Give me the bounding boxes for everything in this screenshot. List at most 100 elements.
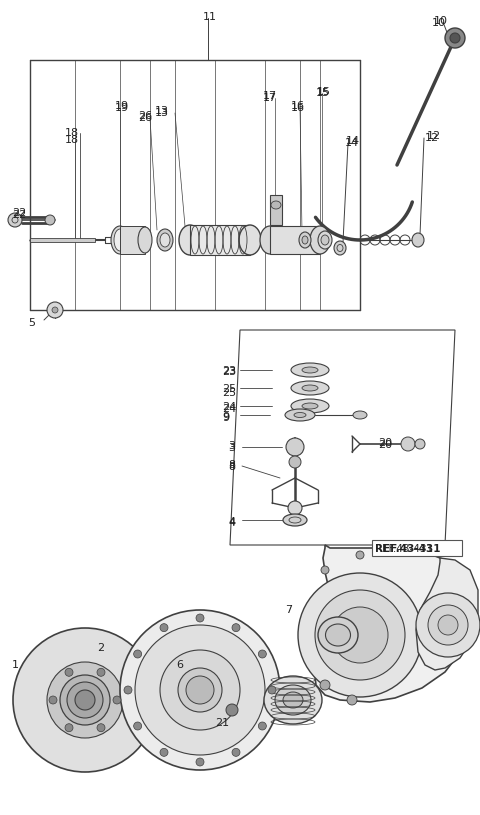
Text: 22: 22: [12, 210, 26, 220]
Text: 3: 3: [228, 441, 235, 451]
Bar: [190, 225, 250, 255]
Ellipse shape: [258, 722, 266, 730]
Text: 1: 1: [12, 660, 19, 670]
Ellipse shape: [294, 412, 306, 417]
Circle shape: [288, 501, 302, 515]
Circle shape: [47, 662, 123, 738]
Text: 20: 20: [378, 440, 392, 450]
Circle shape: [120, 610, 280, 770]
Text: 25: 25: [222, 388, 236, 398]
Text: 25: 25: [222, 384, 236, 394]
Text: 16: 16: [291, 101, 305, 111]
Bar: [270, 226, 320, 254]
Circle shape: [186, 676, 214, 704]
Circle shape: [45, 215, 55, 225]
Ellipse shape: [275, 685, 311, 715]
Ellipse shape: [302, 367, 318, 373]
Text: 2: 2: [97, 643, 104, 653]
Circle shape: [415, 439, 425, 449]
Ellipse shape: [114, 229, 126, 251]
Circle shape: [320, 680, 330, 690]
Text: 19: 19: [115, 101, 129, 111]
Circle shape: [356, 551, 364, 559]
Ellipse shape: [133, 722, 142, 730]
Text: REF.43-431: REF.43-431: [375, 544, 441, 554]
Bar: [120, 226, 145, 254]
Circle shape: [315, 590, 405, 680]
Text: 5: 5: [28, 318, 35, 328]
Bar: [30, 238, 95, 242]
Circle shape: [286, 438, 304, 456]
Circle shape: [438, 615, 458, 635]
Circle shape: [321, 566, 329, 574]
Text: 9: 9: [222, 413, 229, 423]
Text: 18: 18: [65, 128, 79, 138]
Ellipse shape: [334, 241, 346, 255]
Text: 9: 9: [222, 412, 229, 422]
Ellipse shape: [179, 225, 201, 255]
Ellipse shape: [124, 686, 132, 694]
Text: 13: 13: [155, 106, 169, 116]
Circle shape: [332, 607, 388, 663]
Ellipse shape: [160, 748, 168, 756]
Ellipse shape: [232, 623, 240, 632]
Text: 6: 6: [176, 660, 183, 670]
Text: 17: 17: [263, 91, 277, 101]
Ellipse shape: [325, 624, 350, 646]
Ellipse shape: [318, 231, 332, 249]
Circle shape: [347, 695, 357, 705]
Text: 16: 16: [291, 103, 305, 113]
Circle shape: [60, 675, 110, 725]
Ellipse shape: [291, 381, 329, 395]
Circle shape: [47, 302, 63, 318]
Ellipse shape: [160, 233, 170, 247]
Text: 24: 24: [222, 402, 236, 412]
Text: 10: 10: [434, 16, 448, 26]
Circle shape: [428, 605, 468, 645]
Circle shape: [401, 437, 415, 451]
Text: 15: 15: [317, 87, 331, 97]
Text: REF.43-431: REF.43-431: [375, 544, 433, 554]
Text: 7: 7: [285, 605, 292, 615]
Ellipse shape: [196, 758, 204, 766]
Text: 10: 10: [432, 18, 446, 28]
Bar: [270, 195, 282, 225]
Text: 22: 22: [12, 208, 26, 218]
Text: 4: 4: [228, 518, 235, 528]
Ellipse shape: [160, 623, 168, 632]
Ellipse shape: [299, 232, 311, 248]
Ellipse shape: [302, 385, 318, 391]
Text: 19: 19: [115, 103, 129, 113]
Ellipse shape: [318, 617, 358, 653]
Text: 11: 11: [203, 12, 217, 22]
Text: 8: 8: [228, 462, 235, 472]
Circle shape: [226, 704, 238, 716]
Ellipse shape: [283, 514, 307, 526]
Bar: [372, 540, 462, 556]
Circle shape: [135, 625, 265, 755]
Text: 14: 14: [346, 136, 360, 146]
Text: 26: 26: [138, 111, 152, 121]
Polygon shape: [416, 558, 478, 670]
Ellipse shape: [291, 363, 329, 377]
Circle shape: [75, 690, 95, 710]
Ellipse shape: [271, 201, 281, 209]
Ellipse shape: [412, 233, 424, 247]
Text: 12: 12: [427, 131, 441, 141]
Circle shape: [298, 573, 422, 697]
Ellipse shape: [283, 692, 303, 708]
Polygon shape: [313, 545, 475, 702]
Ellipse shape: [113, 696, 121, 704]
Text: 15: 15: [316, 88, 330, 98]
Text: 3: 3: [228, 443, 235, 453]
Text: 18: 18: [65, 135, 79, 145]
Text: 20: 20: [378, 438, 392, 448]
Circle shape: [13, 628, 157, 772]
Text: 21: 21: [215, 718, 229, 728]
Ellipse shape: [97, 724, 105, 732]
Circle shape: [445, 28, 465, 48]
Ellipse shape: [97, 668, 105, 676]
Ellipse shape: [111, 226, 129, 254]
Text: 12: 12: [425, 133, 439, 143]
Ellipse shape: [239, 225, 261, 255]
